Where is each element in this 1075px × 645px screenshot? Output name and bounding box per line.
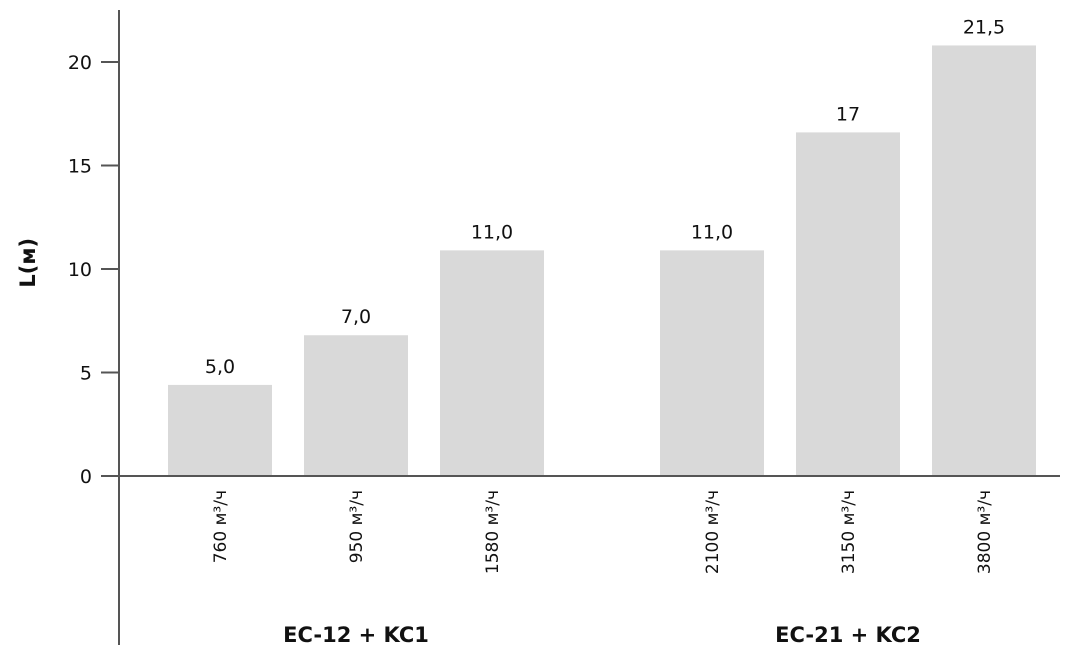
axes-layer [101, 10, 1060, 645]
x-category-label: 1580 м³/ч [483, 490, 503, 574]
y-tick-label: 20 [68, 52, 92, 74]
bar [932, 45, 1036, 476]
y-tick-label: 15 [68, 156, 92, 178]
bar [304, 335, 408, 476]
bar-value-label: 5,0 [205, 356, 235, 378]
y-tick-label: 0 [80, 466, 92, 488]
bar-value-label: 11,0 [691, 221, 733, 243]
bar-value-label: 21,5 [963, 16, 1005, 38]
x-category-label: 950 м³/ч [347, 490, 367, 563]
group-label: EC-12 + KC1 [283, 623, 429, 645]
x-category-label: 3800 м³/ч [975, 490, 995, 574]
x-category-label: 3150 м³/ч [839, 490, 859, 574]
bar-value-label: 17 [836, 103, 860, 125]
bar [660, 250, 764, 476]
x-category-label: 2100 м³/ч [703, 490, 723, 574]
bars-layer [168, 45, 1036, 476]
y-axis-title: L(м) [16, 238, 40, 288]
y-tick-label: 10 [68, 259, 92, 281]
labels-layer: 0 5 10 15 20 L(м) 5,0 760 м³/ч 7,0 950 м³/ч 11,0 15… [16, 16, 1005, 645]
bar-value-label: 7,0 [341, 306, 371, 328]
bar-value-label: 11,0 [471, 221, 513, 243]
bar [168, 384, 272, 476]
y-tick-label: 5 [80, 363, 92, 385]
group-label: EC-21 + KC2 [775, 623, 921, 645]
bar [440, 250, 544, 476]
bar [796, 132, 900, 476]
x-category-label: 760 м³/ч [211, 490, 231, 563]
